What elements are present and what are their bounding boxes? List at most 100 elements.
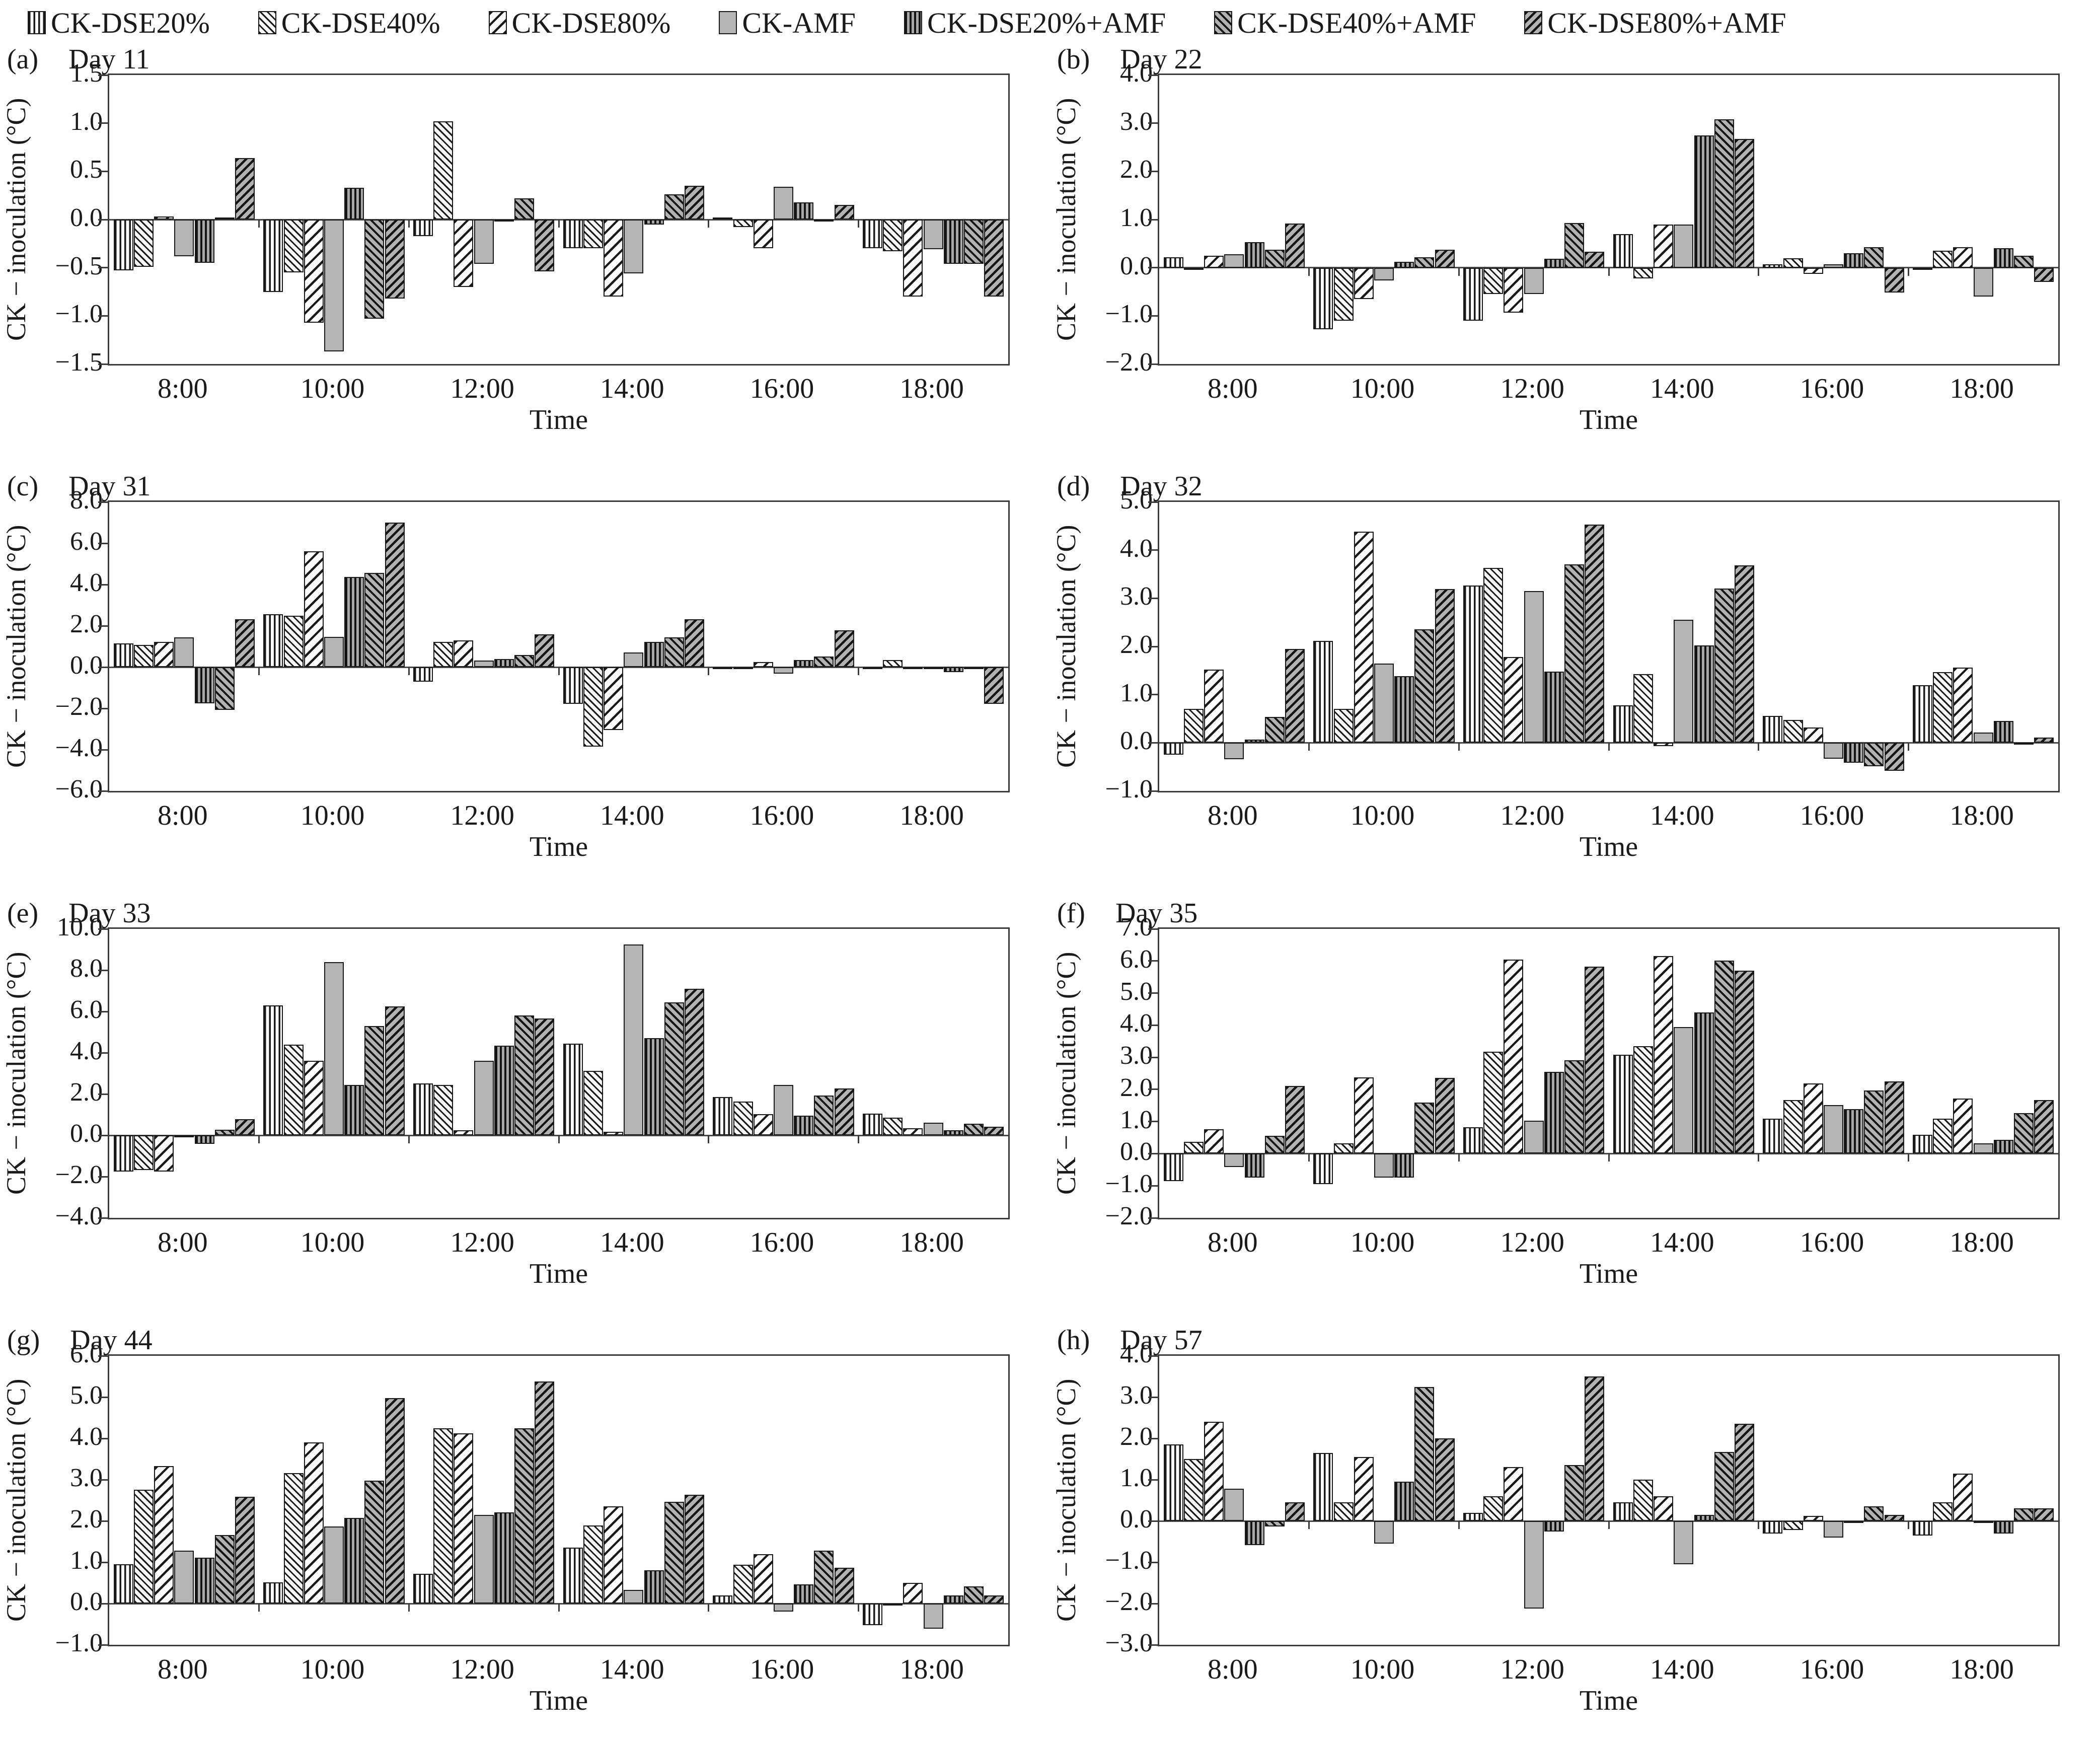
bar bbox=[984, 1595, 1004, 1604]
bar bbox=[583, 1525, 603, 1604]
bar bbox=[1394, 262, 1414, 268]
x-axis-tick-mark bbox=[408, 1604, 410, 1612]
bar bbox=[214, 217, 235, 220]
bar bbox=[154, 1135, 174, 1172]
bar bbox=[1463, 585, 1483, 743]
x-tick-label: 8:00 bbox=[1208, 800, 1258, 831]
legend-label: CK-DSE20%+AMF bbox=[927, 6, 1166, 39]
bar bbox=[454, 1130, 474, 1135]
chart-panel-h: (h) Day 57 CK − inoculation (°C) −3.0 −2.… bbox=[1050, 1321, 2100, 1748]
bar bbox=[794, 202, 814, 220]
bar bbox=[494, 1512, 514, 1604]
bar bbox=[1654, 956, 1674, 1154]
bar bbox=[1953, 1473, 1973, 1521]
bar bbox=[1504, 267, 1524, 313]
bar bbox=[113, 643, 133, 667]
y-axis-tick-labels: −3.0 −2.0 −1.0 0.0 1.0 2.0 3.0 4.0 bbox=[1082, 1340, 1158, 1657]
legend-item: CK-DSE20%+AMF bbox=[904, 6, 1166, 40]
plot-area bbox=[1148, 927, 2060, 1219]
x-axis-tick-labels: 8:00 10:00 12:00 14:00 16:00 18:00 bbox=[1158, 1646, 2060, 1685]
bar bbox=[535, 634, 555, 667]
bar bbox=[1183, 1142, 1204, 1154]
x-tick-label: 14:00 bbox=[1650, 800, 1714, 831]
bar bbox=[733, 667, 753, 669]
bar bbox=[834, 1567, 854, 1604]
x-axis-tick-mark bbox=[1907, 1153, 1909, 1162]
bar bbox=[984, 667, 1004, 704]
bar bbox=[1204, 255, 1224, 268]
x-axis-tick-mark bbox=[857, 220, 859, 228]
x-axis-tick-mark bbox=[1308, 1153, 1310, 1162]
panel-title: (f) Day 35 bbox=[1050, 894, 2100, 929]
bar bbox=[324, 1526, 344, 1604]
y-tick-label: 2.0 bbox=[1120, 1422, 1153, 1451]
bar bbox=[604, 1132, 624, 1135]
bar bbox=[133, 220, 154, 267]
x-tick-label: 12:00 bbox=[1500, 800, 1564, 831]
y-tick-label: −2.0 bbox=[1105, 348, 1153, 377]
bar bbox=[304, 551, 324, 667]
bar bbox=[684, 619, 704, 667]
x-axis-tick-mark bbox=[558, 220, 560, 228]
bar bbox=[1483, 1496, 1504, 1521]
y-axis-tick-mark bbox=[1148, 742, 1158, 744]
bar bbox=[563, 220, 583, 249]
y-axis-tick-mark bbox=[98, 363, 108, 365]
bar bbox=[814, 220, 834, 222]
bar bbox=[494, 1045, 514, 1135]
bar bbox=[903, 1128, 923, 1135]
y-axis-tick-mark bbox=[1148, 315, 1158, 317]
x-tick-label: 14:00 bbox=[600, 800, 664, 831]
bar bbox=[364, 573, 385, 667]
bar bbox=[1674, 224, 1694, 268]
y-axis-tick-mark bbox=[98, 1603, 108, 1605]
x-tick-label: 14:00 bbox=[1650, 1654, 1714, 1685]
x-axis-title: Time bbox=[529, 831, 588, 862]
y-tick-label: 0.0 bbox=[70, 1119, 103, 1148]
bar bbox=[1313, 267, 1333, 330]
bar bbox=[1803, 1516, 1823, 1521]
y-axis-tick-mark bbox=[98, 666, 108, 668]
x-tick-label: 10:00 bbox=[1350, 373, 1415, 404]
y-tick-label: 4.0 bbox=[70, 1037, 103, 1065]
bar bbox=[1763, 1118, 1783, 1154]
y-tick-label: 0.0 bbox=[1120, 1137, 1153, 1167]
bar bbox=[283, 1045, 304, 1135]
bar bbox=[1374, 1521, 1394, 1544]
x-tick-label: 12:00 bbox=[1500, 1227, 1564, 1258]
bar bbox=[583, 220, 603, 249]
bar bbox=[1633, 267, 1653, 278]
y-axis-tick-labels: −2.0 −1.0 0.0 1.0 2.0 3.0 4.0 5.0 6.0 7.0 bbox=[1082, 913, 1158, 1230]
x-axis-tick-labels: 8:00 10:00 12:00 14:00 16:00 18:00 bbox=[108, 792, 1010, 831]
bar bbox=[1633, 1480, 1653, 1521]
y-axis-tick-mark bbox=[98, 1010, 108, 1012]
bar bbox=[2014, 255, 2034, 268]
bar bbox=[283, 615, 304, 667]
bar bbox=[174, 220, 194, 256]
x-axis-tick-labels: 8:00 10:00 12:00 14:00 16:00 18:00 bbox=[1158, 1219, 2060, 1258]
bar bbox=[413, 220, 433, 236]
bar bbox=[413, 1083, 433, 1135]
y-tick-label: −2.0 bbox=[55, 1160, 103, 1189]
y-tick-label: −1.0 bbox=[55, 1629, 103, 1657]
bar bbox=[883, 220, 903, 252]
y-axis-tick-mark bbox=[1148, 1396, 1158, 1398]
bar bbox=[1333, 267, 1354, 321]
bar bbox=[454, 640, 474, 667]
x-tick-label: 8:00 bbox=[1208, 1654, 1258, 1685]
panel-tag: (f) bbox=[1057, 898, 1085, 929]
bar bbox=[644, 1038, 664, 1135]
bar bbox=[1435, 250, 1455, 268]
y-axis-tick-labels: −1.0 0.0 1.0 2.0 3.0 4.0 5.0 6.0 bbox=[32, 1340, 108, 1657]
bar bbox=[753, 662, 773, 667]
bar bbox=[1354, 1077, 1374, 1154]
y-axis-tick-mark bbox=[1148, 1479, 1158, 1481]
panel-tag: (c) bbox=[7, 471, 39, 502]
legend-label: CK-DSE40%+AMF bbox=[1237, 6, 1476, 39]
x-axis-tick-mark bbox=[1608, 743, 1610, 751]
y-tick-label: 6.0 bbox=[1120, 944, 1153, 974]
x-tick-label: 10:00 bbox=[300, 373, 365, 404]
bar bbox=[1463, 267, 1483, 321]
bar bbox=[943, 1595, 963, 1604]
bar bbox=[1244, 1153, 1264, 1178]
